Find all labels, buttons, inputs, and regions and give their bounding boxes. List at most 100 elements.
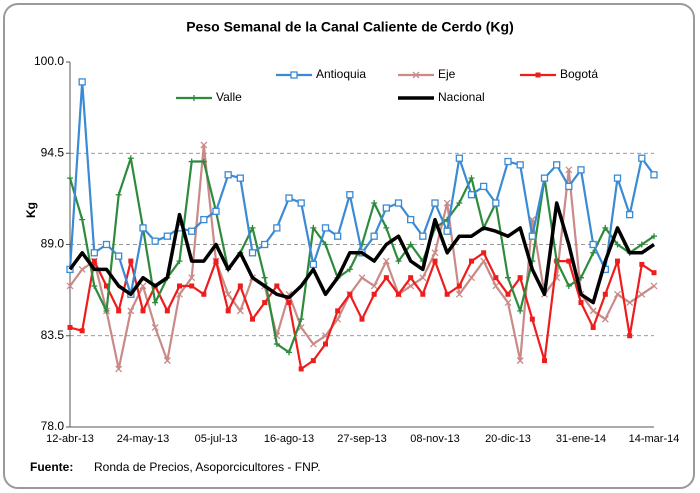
marker	[236, 307, 244, 315]
marker	[431, 199, 439, 207]
marker	[638, 154, 646, 162]
marker	[553, 161, 561, 169]
frame	[3, 3, 695, 489]
marker	[359, 316, 365, 322]
marker	[224, 290, 232, 298]
marker	[115, 252, 123, 260]
marker	[347, 291, 353, 297]
marker	[408, 275, 414, 281]
legend-bg	[396, 90, 514, 106]
marker	[79, 328, 85, 334]
marker	[273, 224, 281, 232]
y-tick-label: 94.5	[41, 145, 65, 159]
marker	[90, 249, 98, 257]
marker	[200, 215, 208, 224]
marker	[286, 300, 292, 306]
marker	[188, 158, 195, 165]
x-tick-label: 16-ago-13	[264, 433, 314, 445]
marker	[504, 157, 512, 166]
marker	[615, 258, 620, 264]
marker	[163, 357, 171, 365]
marker	[542, 358, 547, 364]
marker	[590, 249, 597, 256]
marker	[602, 224, 609, 231]
x-tick-label: 27-sep-13	[337, 433, 387, 445]
marker	[249, 224, 256, 231]
marker	[164, 308, 170, 314]
marker	[212, 207, 220, 215]
marker	[139, 224, 147, 232]
marker	[261, 274, 268, 281]
legend-marker	[290, 71, 298, 79]
marker	[322, 241, 329, 248]
marker	[516, 357, 524, 365]
marker	[383, 224, 390, 231]
marker	[188, 274, 196, 282]
x-tick-label: 31-ene-14	[556, 433, 606, 445]
marker	[590, 324, 596, 330]
marker	[250, 316, 255, 322]
marker	[346, 191, 354, 199]
marker	[140, 308, 146, 314]
marker	[444, 291, 450, 297]
marker	[407, 282, 415, 290]
marker	[431, 249, 439, 257]
marker	[79, 216, 86, 223]
source-label: Fuente:	[30, 460, 73, 474]
marker	[420, 291, 426, 297]
marker	[273, 341, 280, 348]
marker	[492, 282, 500, 290]
marker	[151, 323, 159, 331]
marker	[566, 258, 572, 264]
marker	[201, 291, 207, 297]
marker	[639, 261, 645, 267]
marker	[66, 282, 74, 290]
marker	[297, 199, 305, 207]
marker	[578, 274, 584, 281]
marker	[407, 241, 414, 248]
marker	[468, 274, 475, 282]
marker	[456, 200, 463, 207]
marker	[407, 215, 415, 224]
marker	[78, 78, 86, 86]
marker	[492, 199, 500, 207]
marker	[323, 341, 328, 347]
marker	[578, 300, 584, 306]
marker	[104, 283, 109, 289]
legend-marker	[535, 72, 541, 78]
marker	[651, 270, 657, 276]
marker	[504, 299, 512, 307]
marker	[516, 161, 524, 169]
marker	[419, 274, 427, 282]
x-tick-label: 05-jul-13	[195, 433, 238, 445]
x-tick-label: 24-may-13	[117, 433, 170, 445]
marker	[371, 291, 377, 297]
marker	[78, 265, 86, 273]
marker	[225, 308, 231, 314]
marker	[455, 290, 463, 298]
marker	[176, 258, 183, 265]
marker	[505, 291, 511, 297]
marker	[163, 232, 171, 240]
marker	[116, 308, 122, 314]
marker	[467, 191, 476, 199]
marker	[493, 275, 499, 281]
y-tick-label: 78.0	[41, 419, 65, 433]
marker	[443, 199, 451, 207]
marker	[469, 258, 474, 264]
marker	[455, 154, 463, 162]
marker	[517, 307, 524, 314]
marker	[540, 174, 549, 182]
legend-label: Valle	[216, 90, 242, 104]
legend-bg	[396, 67, 514, 83]
marker	[200, 141, 208, 149]
marker	[650, 282, 658, 290]
marker	[613, 174, 622, 182]
legend-bg	[174, 90, 292, 106]
y-tick-label: 89.0	[41, 237, 65, 251]
x-tick-label: 12-abr-13	[46, 433, 94, 445]
marker	[443, 227, 451, 235]
marker	[237, 283, 243, 289]
marker	[115, 365, 123, 373]
